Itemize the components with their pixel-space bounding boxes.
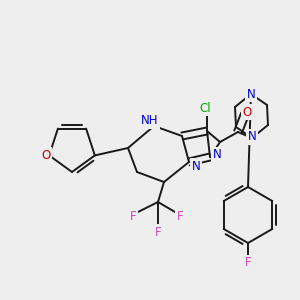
- Text: Cl: Cl: [199, 101, 211, 115]
- Text: N: N: [213, 148, 221, 161]
- Text: F: F: [177, 209, 183, 223]
- Text: F: F: [155, 226, 161, 238]
- Text: O: O: [41, 149, 51, 162]
- Text: N: N: [247, 88, 255, 100]
- Text: F: F: [130, 209, 136, 223]
- Text: NH: NH: [141, 115, 159, 128]
- Text: O: O: [242, 106, 252, 118]
- Text: F: F: [245, 256, 251, 269]
- Text: N: N: [192, 160, 200, 172]
- Text: N: N: [248, 130, 256, 143]
